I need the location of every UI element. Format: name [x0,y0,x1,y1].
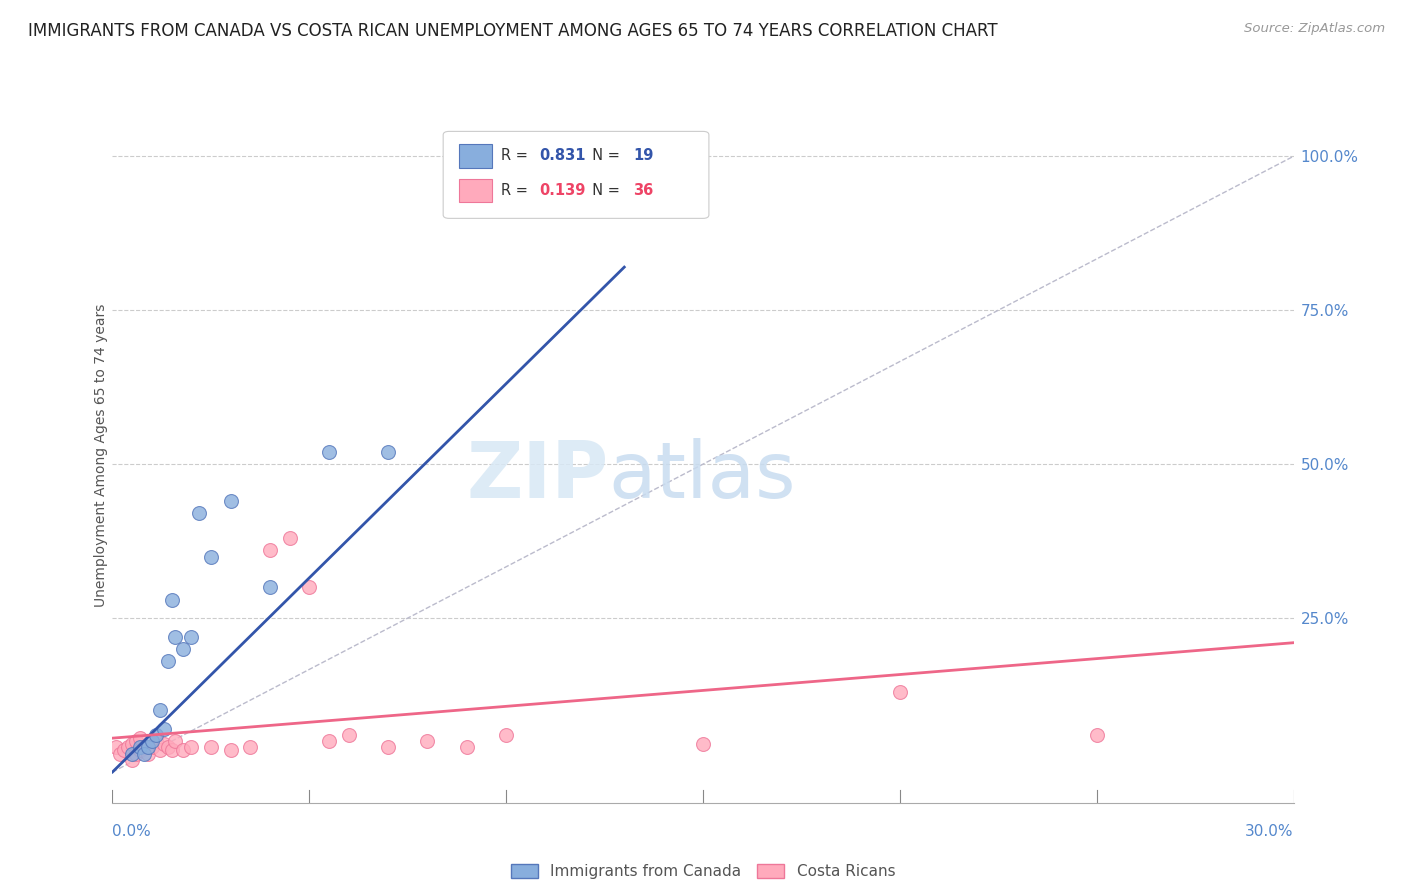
Point [337,728,360,742]
Point [318,445,340,459]
Point [117,740,139,755]
Text: 19: 19 [633,148,654,163]
Point [129,731,152,746]
Point [165,630,187,644]
Point [200,549,222,564]
Point [136,747,159,761]
Text: N =: N = [582,148,624,163]
Point [259,580,281,594]
Point [145,728,167,742]
Point [141,734,163,748]
Point [165,734,187,748]
Text: atlas: atlas [609,438,796,514]
Point [172,641,194,656]
Point [416,734,439,748]
FancyBboxPatch shape [458,178,492,202]
Point [160,743,183,757]
Text: IMMIGRANTS FROM CANADA VS COSTA RICAN UNEMPLOYMENT AMONG AGES 65 TO 74 YEARS COR: IMMIGRANTS FROM CANADA VS COSTA RICAN UN… [28,22,998,40]
Point [188,507,211,521]
Text: 0.831: 0.831 [538,148,585,163]
Text: 0.0%: 0.0% [112,824,152,839]
Point [219,743,242,757]
Text: ZIP: ZIP [467,438,609,514]
Point [1085,728,1108,742]
Point [219,494,242,508]
Point [318,734,340,748]
Point [692,737,714,751]
Point [156,740,179,755]
Point [132,740,155,755]
Point [121,747,143,761]
Point [125,747,148,761]
Point [132,747,155,761]
Text: R =: R = [501,148,533,163]
Text: N =: N = [582,183,624,198]
Legend: Immigrants from Canada, Costa Ricans: Immigrants from Canada, Costa Ricans [505,858,901,886]
Point [121,737,143,751]
Point [278,531,301,545]
Text: 30.0%: 30.0% [1246,824,1294,839]
Point [377,740,399,755]
Point [160,592,183,607]
Point [129,743,152,757]
Point [495,728,517,742]
Point [145,734,167,748]
Point [112,743,135,757]
Point [156,654,179,668]
Text: R =: R = [501,183,533,198]
Point [298,580,321,594]
Point [105,740,128,755]
Point [125,734,148,748]
FancyBboxPatch shape [443,131,709,219]
Point [141,740,163,755]
Point [889,685,911,699]
Text: 0.139: 0.139 [538,183,585,198]
Point [149,703,172,717]
Point [136,740,159,755]
Point [200,740,222,755]
Point [180,740,202,755]
Point [152,737,174,751]
Point [149,743,172,757]
Point [259,543,281,558]
Point [456,740,478,755]
Y-axis label: Unemployment Among Ages 65 to 74 years: Unemployment Among Ages 65 to 74 years [94,303,108,607]
Point [377,445,399,459]
Text: Source: ZipAtlas.com: Source: ZipAtlas.com [1244,22,1385,36]
Point [180,630,202,644]
FancyBboxPatch shape [458,144,492,168]
Point [239,740,262,755]
Point [110,747,132,761]
Point [129,740,152,755]
Text: 36: 36 [633,183,654,198]
Point [152,722,174,736]
Point [121,753,143,767]
Point [172,743,194,757]
